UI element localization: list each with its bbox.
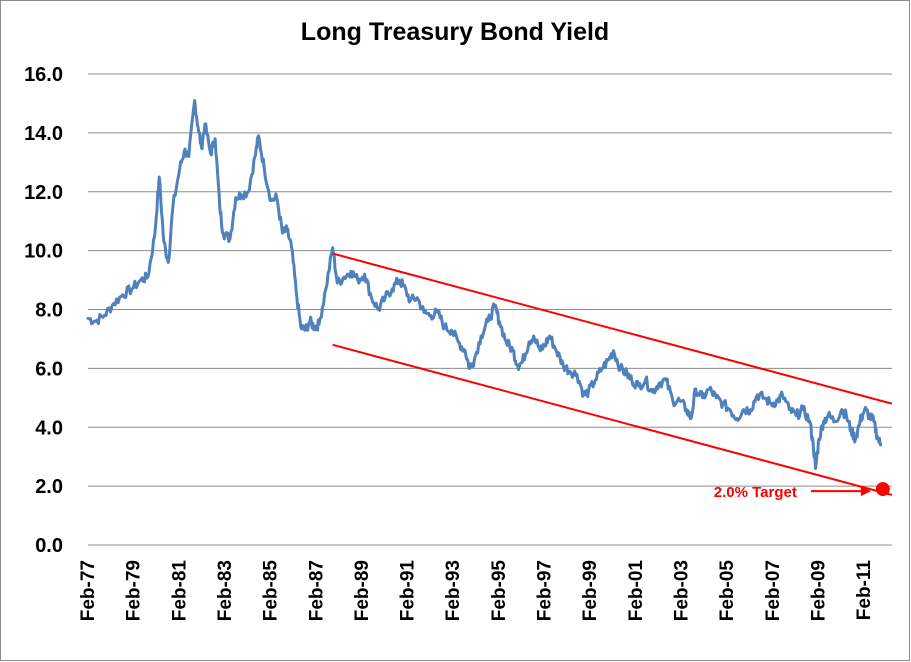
x-tick-label: Feb-79 bbox=[124, 560, 145, 621]
x-tick-label: Feb-97 bbox=[535, 560, 556, 621]
target-label: 2.0% Target bbox=[714, 484, 797, 501]
x-tick-label: Feb-83 bbox=[215, 560, 236, 621]
grid-lines bbox=[88, 73, 892, 546]
x-tick-label: Feb-93 bbox=[443, 560, 464, 621]
x-tick-label: Feb-91 bbox=[398, 560, 419, 622]
x-tick-label: Feb-81 bbox=[169, 560, 190, 622]
x-tick-label: Feb-87 bbox=[306, 560, 327, 621]
target-annotation: 2.0% Target bbox=[714, 482, 890, 501]
x-tick-label: Feb-09 bbox=[808, 560, 829, 621]
x-tick-label: Feb-11 bbox=[854, 560, 875, 621]
x-tick-label: Feb-89 bbox=[352, 560, 373, 621]
y-tick-label: 12.0 bbox=[24, 182, 63, 204]
x-axis-ticks: Feb-77 Feb-79 Feb-81 Feb-83 Feb-85 Feb-87 Feb-… bbox=[78, 560, 875, 622]
y-tick-label: 10.0 bbox=[24, 241, 63, 263]
trend-channel bbox=[332, 252, 893, 496]
y-tick-label: 2.0 bbox=[35, 476, 63, 498]
x-tick-label: Feb-77 bbox=[78, 560, 99, 621]
y-tick-label: 8.0 bbox=[35, 300, 63, 322]
series-layer bbox=[86, 98, 883, 470]
target-arrow-head bbox=[860, 486, 871, 497]
y-tick-label: 0.0 bbox=[35, 535, 63, 557]
x-tick-label: Feb-85 bbox=[261, 560, 282, 622]
x-tick-label: Feb-07 bbox=[763, 560, 784, 621]
target-dot bbox=[875, 482, 890, 497]
y-tick-label: 4.0 bbox=[35, 417, 63, 439]
x-tick-label: Feb-99 bbox=[580, 560, 601, 621]
series-line-0 bbox=[86, 98, 883, 470]
y-tick-label: 16.0 bbox=[24, 64, 63, 86]
x-tick-label: Feb-95 bbox=[489, 560, 510, 622]
upper-trend-line bbox=[332, 252, 893, 405]
y-tick-label: 14.0 bbox=[24, 123, 63, 145]
x-tick-label: Feb-05 bbox=[717, 560, 738, 622]
y-tick-label: 6.0 bbox=[35, 358, 63, 380]
lower-trend-line bbox=[332, 343, 893, 496]
x-tick-label: Feb-03 bbox=[672, 560, 693, 621]
y-axis-ticks: 0.0 2.0 4.0 6.0 8.0 10.0 12.0 14.0 16.0 bbox=[24, 64, 63, 557]
chart-title: Long Treasury Bond Yield bbox=[301, 18, 609, 46]
x-tick-label: Feb-01 bbox=[626, 560, 647, 622]
